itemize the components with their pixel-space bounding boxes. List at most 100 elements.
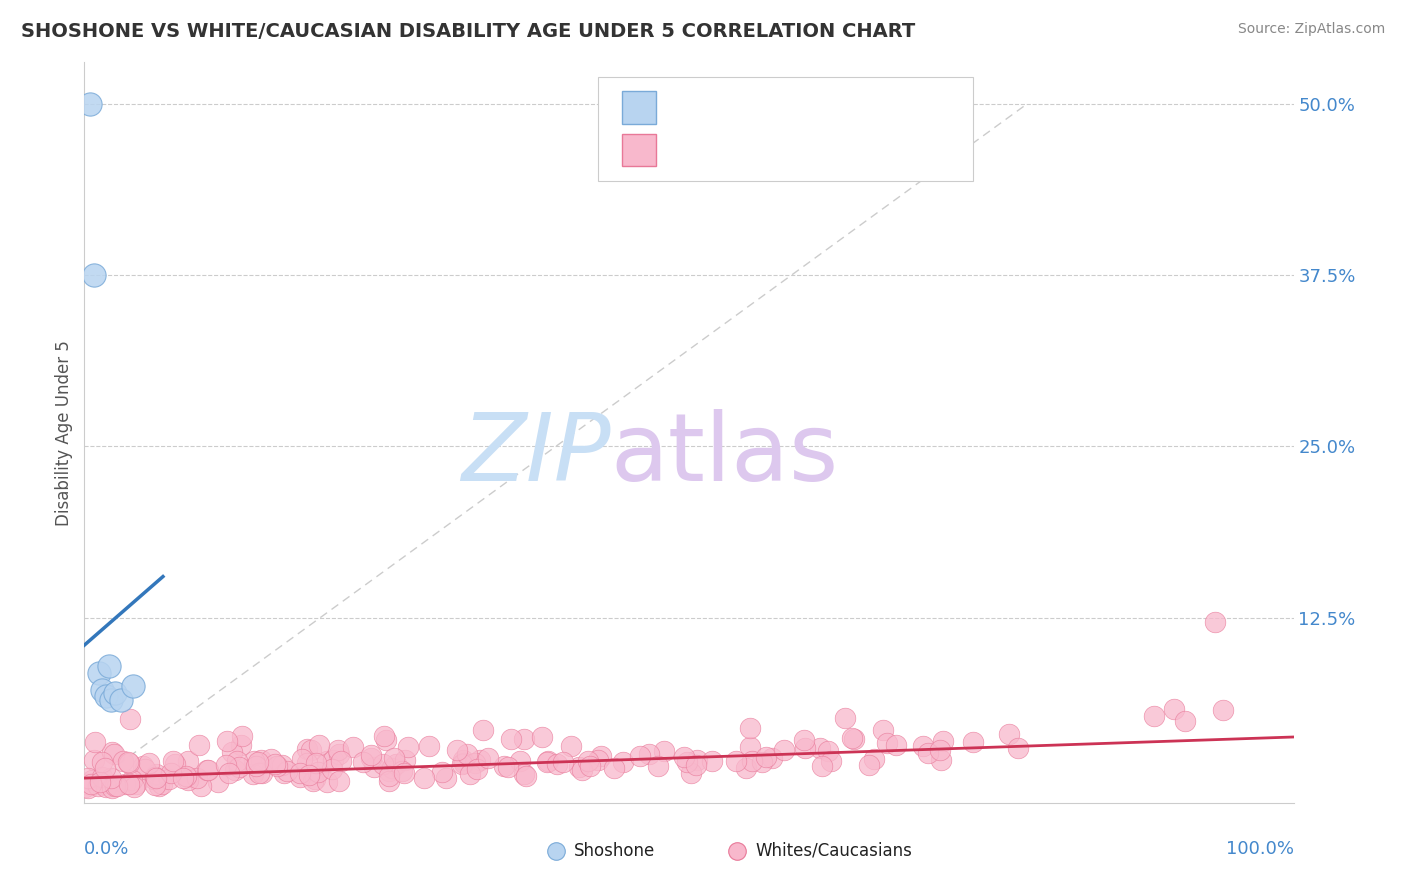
Point xyxy=(177,754,200,768)
Point xyxy=(863,752,886,766)
Point xyxy=(551,755,574,769)
Point xyxy=(458,767,481,781)
FancyBboxPatch shape xyxy=(623,91,657,124)
Point xyxy=(143,772,166,787)
Point xyxy=(911,739,934,754)
Point xyxy=(430,765,453,780)
Point xyxy=(536,754,558,768)
Point xyxy=(138,756,160,771)
Point xyxy=(375,733,398,747)
FancyBboxPatch shape xyxy=(623,134,657,166)
Point xyxy=(271,758,294,772)
Point xyxy=(360,751,382,765)
Point xyxy=(381,761,404,775)
Point xyxy=(186,771,208,785)
Point xyxy=(247,766,270,780)
Point xyxy=(190,779,212,793)
Point xyxy=(378,769,401,783)
Point xyxy=(90,770,112,784)
Point xyxy=(998,727,1021,741)
Point xyxy=(492,759,515,773)
Point xyxy=(1212,703,1234,717)
Point xyxy=(305,756,328,771)
Point xyxy=(772,743,794,757)
Point xyxy=(738,740,761,755)
Point xyxy=(103,778,125,792)
Point xyxy=(378,764,401,778)
Point xyxy=(176,773,198,788)
Point xyxy=(260,752,283,766)
Point xyxy=(103,747,125,761)
Point xyxy=(328,747,350,761)
Y-axis label: Disability Age Under 5: Disability Age Under 5 xyxy=(55,340,73,525)
Point xyxy=(246,755,269,769)
Point xyxy=(1007,741,1029,756)
Point xyxy=(245,759,267,773)
Point xyxy=(929,753,952,767)
Point xyxy=(83,754,105,768)
Point xyxy=(229,738,252,752)
Point xyxy=(97,658,120,673)
Point xyxy=(515,769,537,783)
Point xyxy=(363,760,385,774)
Point xyxy=(273,765,295,780)
Point xyxy=(451,756,474,771)
Point xyxy=(391,764,413,779)
Point xyxy=(761,751,783,765)
Point xyxy=(477,751,499,765)
Point xyxy=(100,771,122,785)
Point xyxy=(290,766,312,780)
Point xyxy=(560,739,582,753)
Point xyxy=(793,732,815,747)
Point xyxy=(328,773,350,788)
FancyBboxPatch shape xyxy=(599,78,973,181)
Point xyxy=(121,773,143,788)
Point xyxy=(396,740,419,755)
Point xyxy=(321,762,343,776)
Point xyxy=(162,755,184,769)
Point xyxy=(464,756,486,771)
Point xyxy=(676,755,699,769)
Point xyxy=(114,777,136,791)
Point xyxy=(794,740,817,755)
Point xyxy=(453,756,475,771)
Point xyxy=(176,771,198,785)
Point xyxy=(121,679,143,693)
Point xyxy=(308,738,330,752)
Point xyxy=(571,763,593,777)
Point xyxy=(132,759,155,773)
Point xyxy=(89,775,111,789)
Point xyxy=(1204,615,1226,629)
Point xyxy=(94,689,117,703)
Text: atlas: atlas xyxy=(610,409,838,500)
Point xyxy=(513,732,536,747)
Point xyxy=(150,777,173,791)
Point xyxy=(76,780,98,795)
Point xyxy=(513,767,536,781)
Point xyxy=(105,779,128,793)
Point xyxy=(858,758,880,772)
Point xyxy=(307,764,329,779)
Point xyxy=(702,754,724,768)
Point xyxy=(382,751,405,765)
Point xyxy=(104,686,127,700)
Point xyxy=(378,773,401,788)
Point xyxy=(603,761,626,775)
Text: SHOSHONE VS WHITE/CAUCASIAN DISABILITY AGE UNDER 5 CORRELATION CHART: SHOSHONE VS WHITE/CAUCASIAN DISABILITY A… xyxy=(21,22,915,41)
Point xyxy=(465,762,488,776)
Point xyxy=(685,753,707,767)
Point xyxy=(100,780,122,795)
Point xyxy=(418,739,440,754)
Text: 100.0%: 100.0% xyxy=(1226,840,1294,858)
Point xyxy=(226,754,249,768)
Text: R = 0.345   N = 197: R = 0.345 N = 197 xyxy=(671,138,877,157)
Point xyxy=(157,772,180,787)
Point xyxy=(73,780,96,794)
Point xyxy=(962,735,984,749)
Point xyxy=(276,764,298,779)
Point xyxy=(90,777,112,791)
Point xyxy=(496,760,519,774)
Point xyxy=(304,772,326,786)
Text: ZIP: ZIP xyxy=(461,409,610,500)
Point xyxy=(471,723,494,737)
